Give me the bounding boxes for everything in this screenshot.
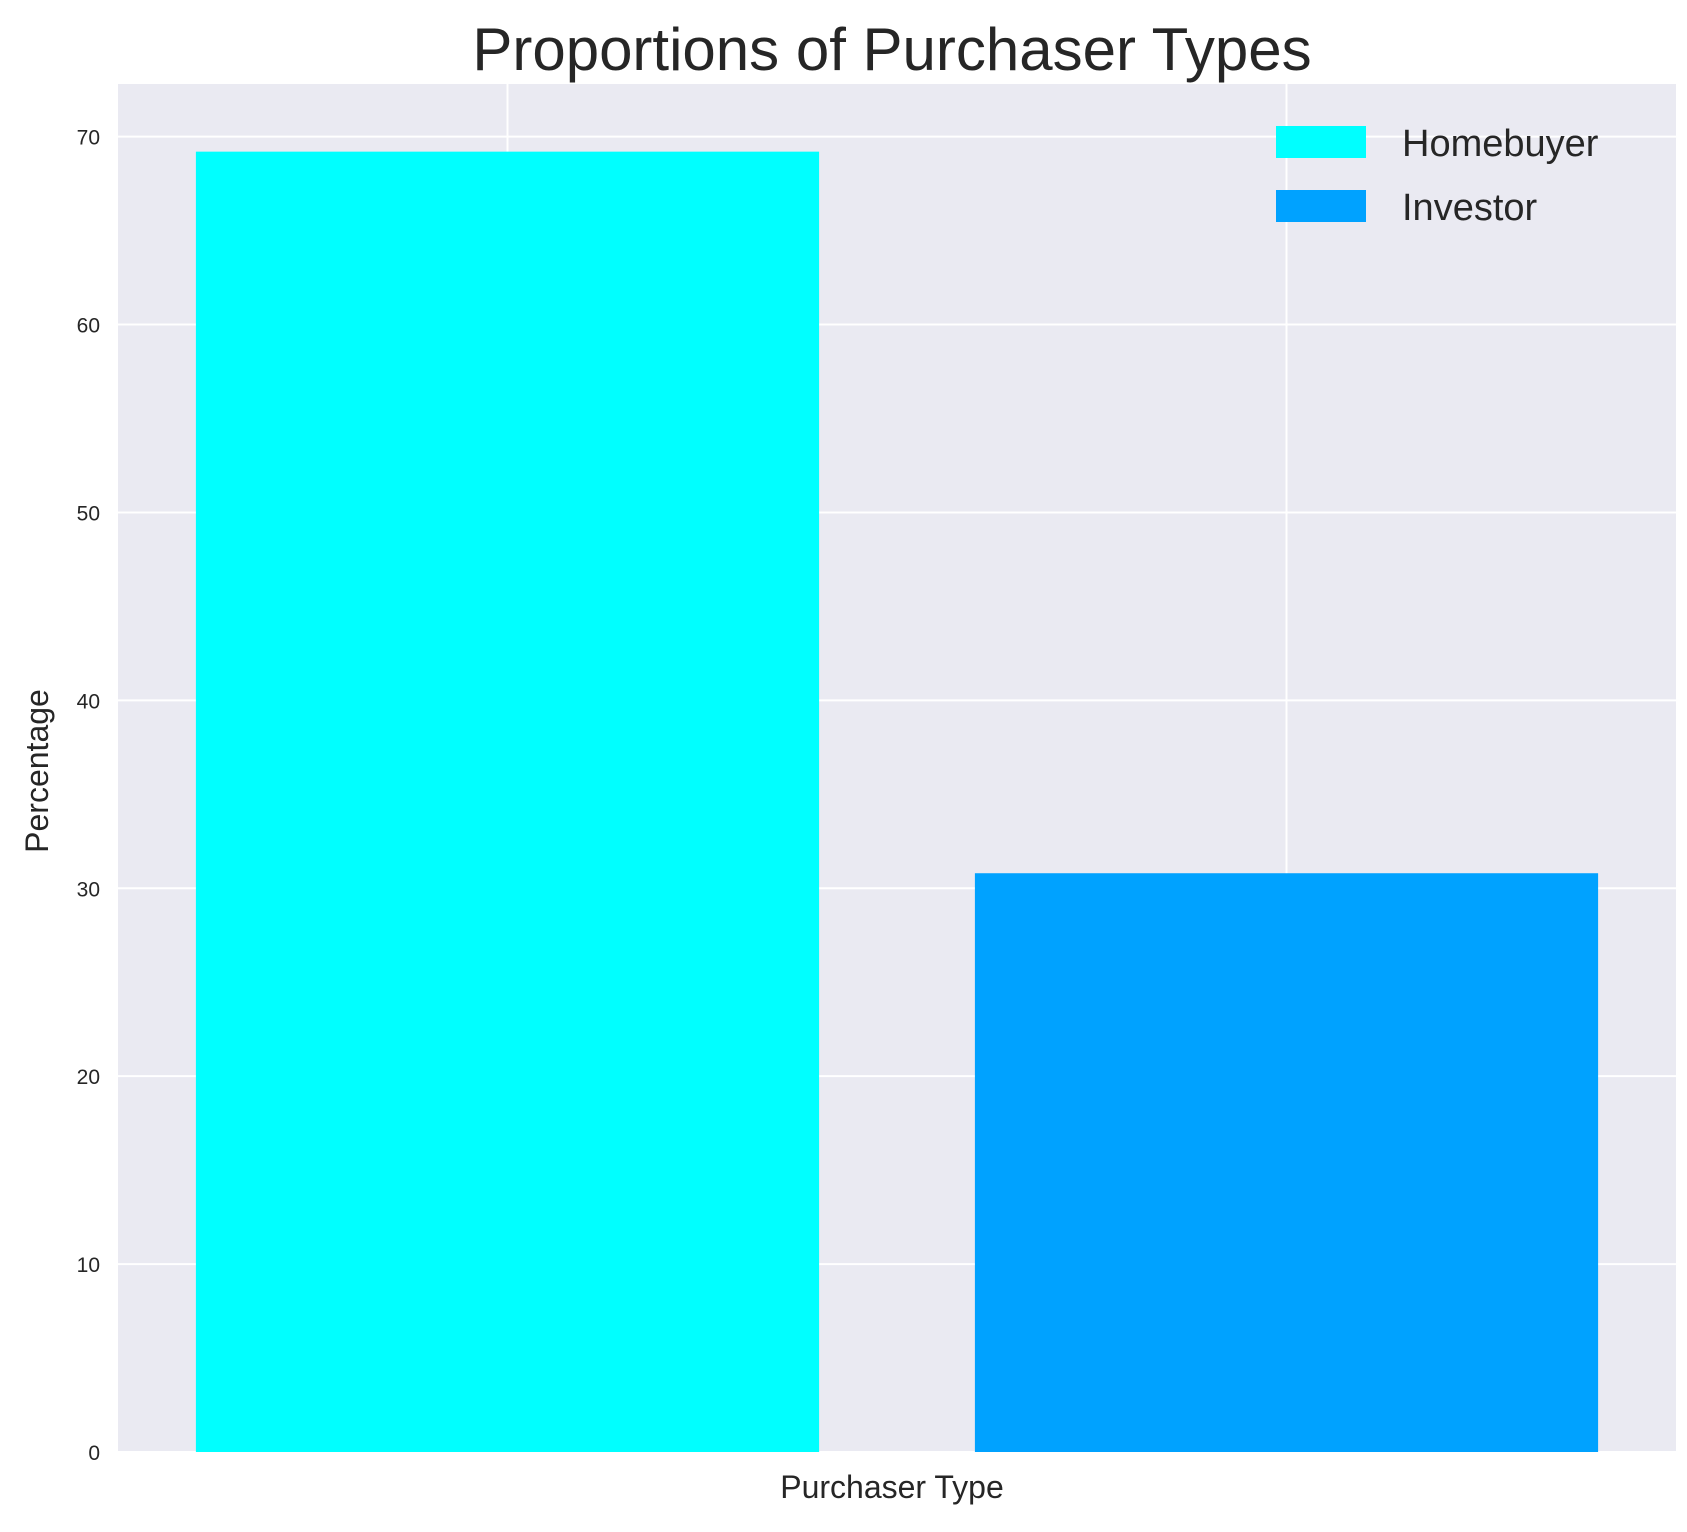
y-tick-label: 40 bbox=[77, 690, 100, 713]
chart-title: Proportions of Purchaser Types bbox=[472, 16, 1311, 83]
y-tick-label: 20 bbox=[77, 1066, 100, 1089]
x-axis-label: Purchaser Type bbox=[780, 1469, 1004, 1505]
y-tick-label: 0 bbox=[88, 1442, 100, 1465]
legend-swatch-investor bbox=[1276, 190, 1366, 222]
legend: Homebuyer Investor bbox=[1276, 123, 1599, 229]
bar-homebuyer bbox=[195, 151, 820, 1453]
y-tick-label: 30 bbox=[77, 878, 100, 901]
y-tick-label: 10 bbox=[77, 1254, 100, 1277]
bar-investor bbox=[974, 873, 1599, 1452]
legend-label-investor: Investor bbox=[1402, 187, 1538, 229]
y-tick-label: 70 bbox=[77, 127, 100, 150]
y-tick-label: 50 bbox=[77, 502, 100, 525]
bars bbox=[195, 151, 1599, 1453]
y-tick-label: 60 bbox=[77, 315, 100, 338]
y-axis-label: Percentage bbox=[19, 689, 55, 853]
legend-swatch-homebuyer bbox=[1276, 126, 1366, 158]
y-axis-ticks: 0 10 20 30 40 50 60 70 bbox=[77, 127, 100, 1465]
legend-label-homebuyer: Homebuyer bbox=[1402, 123, 1599, 165]
